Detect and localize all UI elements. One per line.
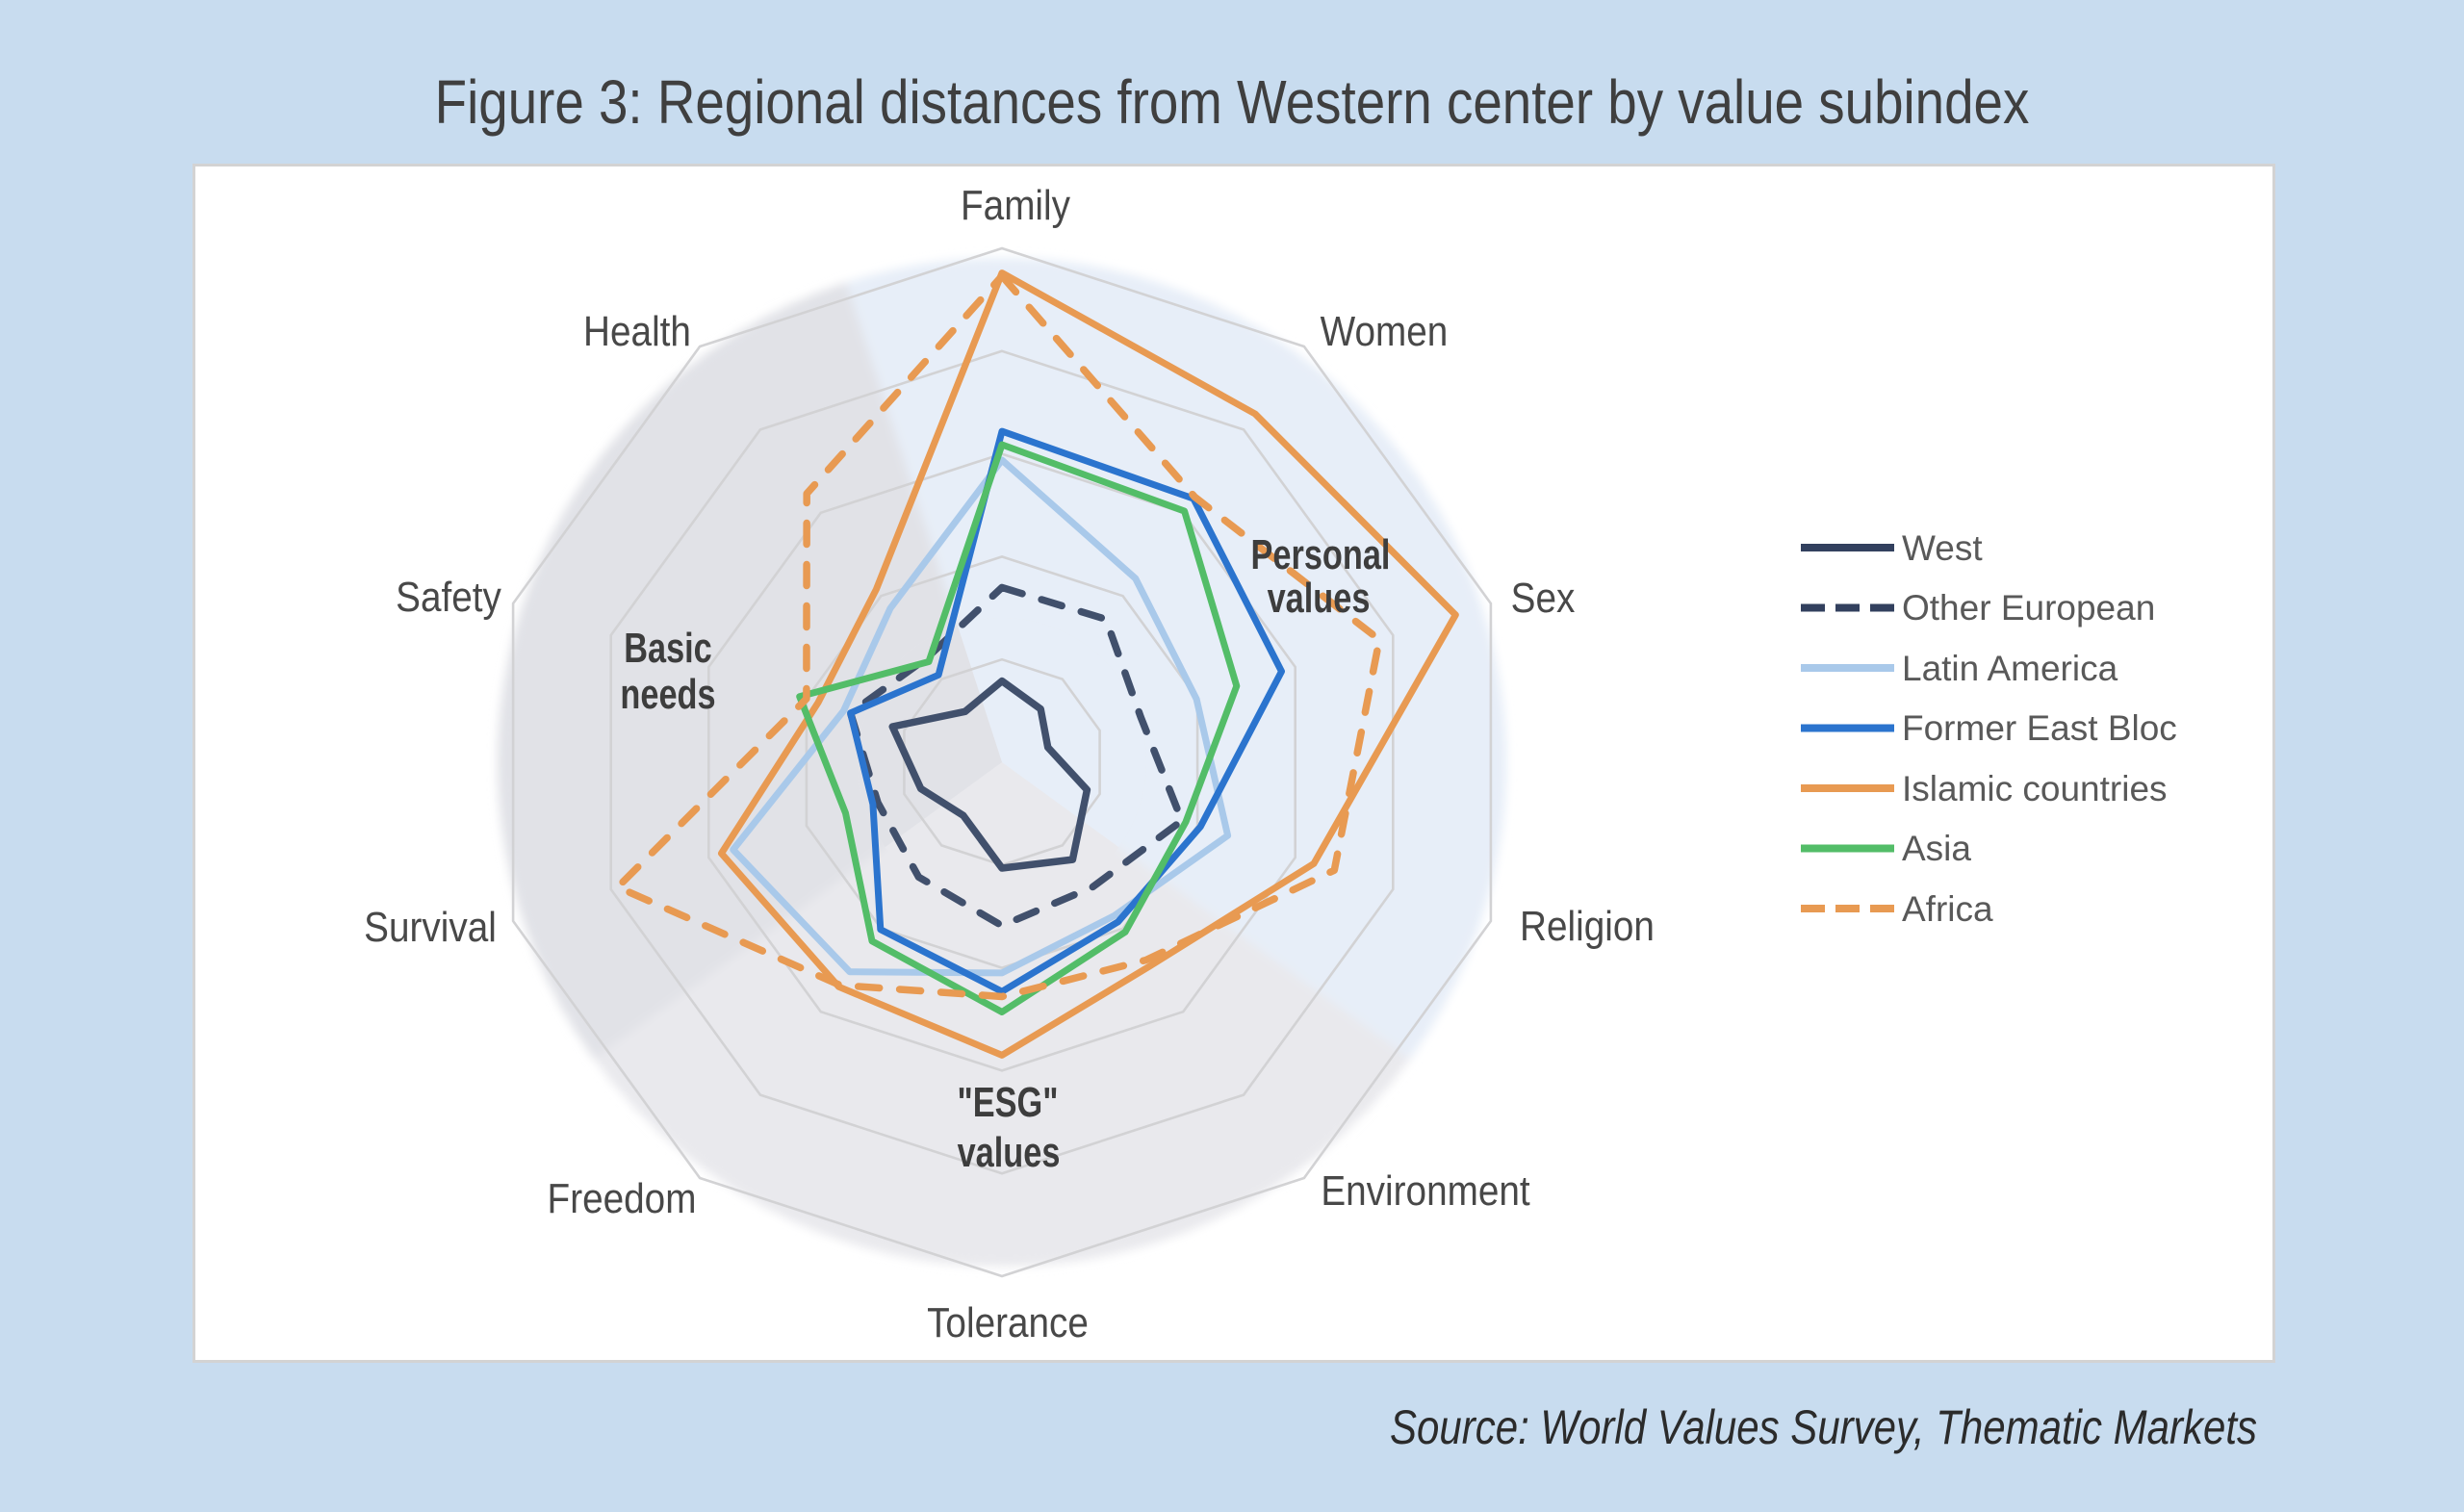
svg-text:Basic: Basic [624, 625, 712, 672]
svg-text:Freedom: Freedom [548, 1174, 697, 1222]
svg-text:Islamic countries: Islamic countries [1902, 769, 2168, 808]
svg-text:values: values [958, 1129, 1061, 1176]
svg-text:values: values [1268, 575, 1371, 622]
svg-text:"ESG": "ESG" [958, 1079, 1059, 1126]
svg-text:West: West [1902, 528, 1983, 568]
svg-text:Safety: Safety [396, 573, 501, 621]
svg-text:Sex: Sex [1511, 574, 1576, 622]
svg-text:Asia: Asia [1902, 829, 1971, 868]
svg-text:Latin America: Latin America [1902, 649, 2118, 688]
svg-text:Religion: Religion [1520, 902, 1655, 950]
svg-text:needs: needs [620, 671, 715, 718]
svg-text:Other European: Other European [1902, 588, 2155, 628]
svg-text:Africa: Africa [1902, 889, 1993, 929]
svg-text:Women: Women [1321, 307, 1449, 355]
svg-text:Health: Health [583, 307, 691, 355]
svg-text:Former East Bloc: Former East Bloc [1902, 708, 2177, 748]
svg-text:Personal: Personal [1251, 531, 1391, 578]
svg-text:Family: Family [961, 181, 1070, 229]
svg-text:Tolerance: Tolerance [927, 1298, 1089, 1346]
svg-text:Survival: Survival [364, 903, 497, 951]
svg-text:Environment: Environment [1321, 1166, 1530, 1215]
